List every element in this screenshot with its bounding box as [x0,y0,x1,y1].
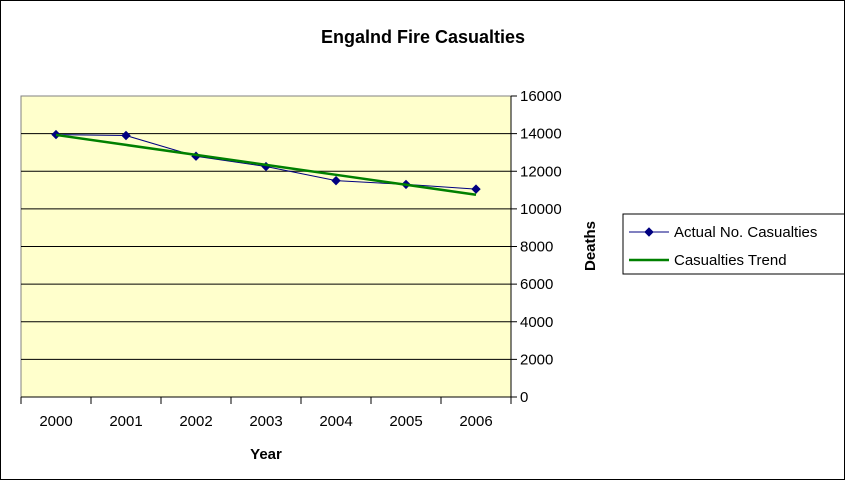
y-tick-label: 0 [520,389,528,406]
y-tick-label: 6000 [520,276,553,293]
legend-label-trend: Casualties Trend [674,252,787,269]
data-point [121,130,131,141]
x-tick-label: 2005 [389,413,422,430]
legend-marker [644,227,654,237]
y-tick-label: 8000 [520,239,553,256]
chart-title: Engalnd Fire Casualties [321,27,525,47]
x-tick-label: 2000 [39,413,72,430]
y-tick-label: 4000 [520,314,553,331]
x-axis: 2000 2001 2002 2003 2004 2005 2006 [20,396,512,430]
y-tick-label: 10000 [520,201,562,218]
x-tick-label: 2003 [249,413,282,430]
x-tick-label: 2006 [459,413,492,430]
data-point [331,175,341,186]
series-layer [51,129,481,197]
x-tick-label: 2002 [179,413,212,430]
data-point [51,129,61,140]
legend-label-actual: Actual No. Casualties [674,224,817,241]
legend: Actual No. Casualties Casualties Trend [622,213,845,275]
legend-box [622,213,845,275]
x-axis-label: Year [250,446,282,463]
series-line-trend [55,133,477,197]
y-axis-label: Deaths [582,221,599,271]
data-point [471,184,481,194]
y-tick-label: 12000 [520,163,562,180]
legend-items: Actual No. Casualties Casualties Trend [629,224,817,269]
y-axis: 0 2000 4000 6000 8000 10000 12000 14000 16000 [510,88,562,406]
y-tick-label: 16000 [520,88,562,105]
y-tick-label: 2000 [520,351,553,368]
x-tick-label: 2001 [109,413,142,430]
y-tick-label: 14000 [520,126,562,143]
x-tick-label: 2004 [319,413,352,430]
